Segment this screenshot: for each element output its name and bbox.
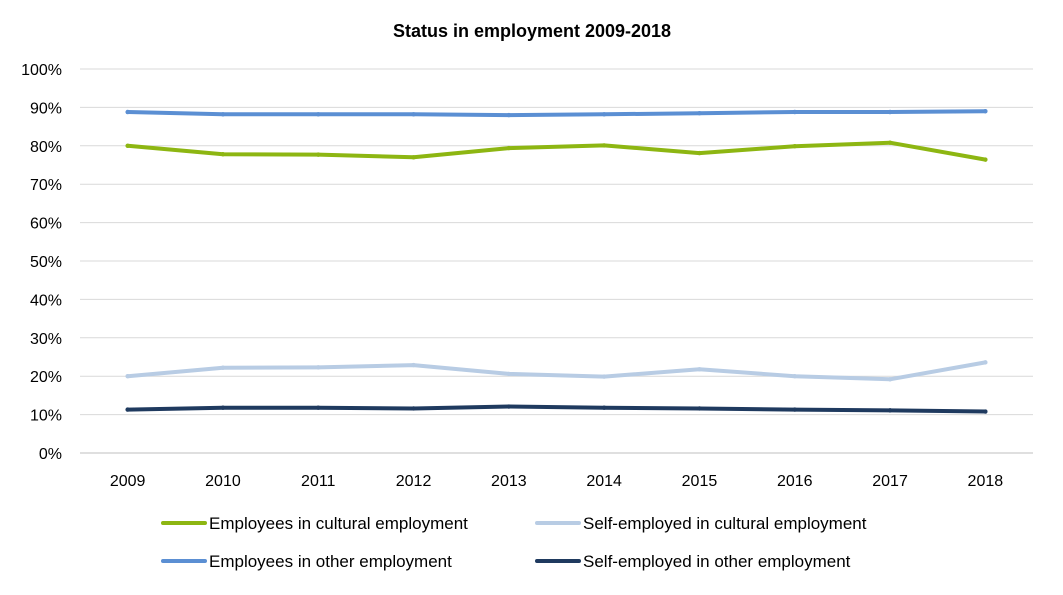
data-point — [697, 406, 702, 411]
x-tick-label: 2011 — [301, 473, 336, 490]
series-group — [125, 109, 988, 118]
y-tick-label: 30% — [30, 331, 62, 348]
y-tick-label: 80% — [30, 139, 62, 156]
y-axis-ticks: 0% 10% 20% 30% 40% 50% 60% 70% 80% 90% 100% — [21, 62, 62, 463]
x-tick-label: 2017 — [872, 473, 908, 490]
data-point — [697, 367, 702, 372]
data-point — [792, 407, 797, 412]
y-tick-label: 0% — [39, 446, 62, 463]
data-point — [220, 365, 226, 370]
x-tick-label: 2009 — [110, 473, 146, 490]
legend-item: Self-employed in other employment — [535, 552, 851, 571]
data-point — [601, 112, 607, 117]
gridlines — [80, 68, 1033, 454]
data-point — [411, 406, 416, 411]
y-tick-label: 10% — [30, 408, 62, 425]
series-group — [125, 140, 988, 162]
data-point — [506, 145, 512, 151]
data-point — [601, 143, 607, 148]
data-point — [220, 405, 226, 410]
data-point — [887, 140, 893, 145]
legend-label: Employees in cultural employment — [209, 514, 468, 533]
series-group — [125, 360, 988, 382]
y-tick-label: 50% — [30, 254, 62, 271]
data-point — [792, 374, 797, 379]
data-point — [411, 112, 416, 117]
x-tick-label: 2010 — [205, 473, 241, 490]
x-tick-label: 2015 — [682, 473, 718, 490]
series-line — [125, 109, 988, 118]
data-point — [887, 377, 893, 382]
data-point — [411, 362, 416, 368]
data-point — [506, 112, 512, 118]
legend-item: Self-employed in cultural employment — [535, 514, 867, 533]
data-point — [316, 152, 321, 157]
data-point — [792, 109, 797, 115]
y-tick-label: 20% — [30, 369, 62, 386]
y-tick-label: 100% — [21, 62, 62, 79]
data-point — [887, 408, 893, 413]
data-point — [697, 150, 702, 156]
legend-item: Employees in other employment — [161, 552, 452, 571]
series-group — [125, 404, 988, 414]
data-point — [601, 405, 607, 410]
data-point — [411, 155, 416, 160]
legend-label: Self-employed in cultural employment — [583, 514, 867, 533]
data-point — [983, 360, 988, 365]
data-point — [601, 374, 607, 379]
x-tick-label: 2014 — [586, 473, 622, 490]
data-point — [125, 109, 130, 115]
data-point — [697, 110, 702, 116]
data-point — [316, 112, 321, 117]
series-line — [125, 404, 988, 414]
y-tick-label: 90% — [30, 100, 62, 117]
data-point — [125, 407, 130, 412]
data-point — [316, 405, 321, 410]
x-tick-label: 2016 — [777, 473, 813, 490]
data-point — [983, 409, 988, 414]
series-line — [125, 140, 988, 162]
legend-label: Self-employed in other employment — [583, 552, 851, 571]
data-point — [220, 112, 226, 117]
data-point — [125, 143, 130, 148]
data-point — [506, 371, 512, 377]
data-point — [792, 143, 797, 149]
data-point — [125, 374, 130, 379]
legend-item: Employees in cultural employment — [161, 514, 468, 533]
series-lines — [125, 109, 988, 414]
data-point — [506, 404, 512, 409]
x-tick-label: 2018 — [968, 473, 1004, 490]
y-tick-label: 70% — [30, 177, 62, 194]
x-tick-label: 2012 — [396, 473, 432, 490]
data-point — [887, 109, 893, 115]
data-point — [220, 152, 226, 157]
y-tick-label: 60% — [30, 216, 62, 233]
x-axis-ticks: 2009 2010 2011 2012 2013 2014 2015 2016 2017 2018 — [110, 473, 1003, 490]
chart-title: Status in employment 2009-2018 — [393, 21, 671, 41]
legend-label: Employees in other employment — [209, 552, 452, 571]
data-point — [983, 109, 988, 114]
y-tick-label: 40% — [30, 292, 62, 309]
data-point — [983, 157, 988, 162]
series-line — [125, 360, 988, 382]
legend: Employees in cultural employment Self-emp… — [161, 514, 867, 571]
x-tick-label: 2013 — [491, 473, 527, 490]
data-point — [316, 365, 321, 370]
